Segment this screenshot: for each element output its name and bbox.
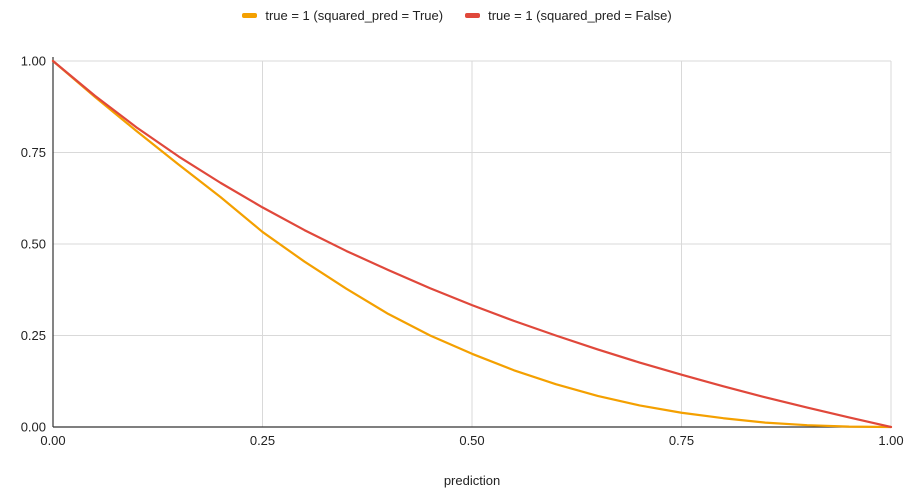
x-axis-label: prediction [444,473,500,488]
legend-swatch-squared-false [465,13,481,18]
y-tick-label: 0.75 [21,145,46,160]
tick-labels: 0.00 0.25 0.50 0.75 1.00 0.00 0.25 0.50 0.75 1.00 [21,54,904,449]
legend-item-squared-true[interactable]: true = 1 (squared_pred = True) [242,8,443,23]
legend-swatch-squared-true [242,13,258,18]
x-tick-label: 0.75 [669,433,694,448]
x-tick-label: 0.50 [459,433,484,448]
y-tick-label: 0.00 [21,420,46,435]
y-tick-label: 1.00 [21,54,46,69]
series-lines [51,59,893,429]
legend-label-squared-false: true = 1 (squared_pred = False) [488,8,672,23]
series-line-squared-true [51,59,893,429]
y-tick-label: 0.25 [21,328,46,343]
y-tick-label: 0.50 [21,237,46,252]
x-tick-label: 0.25 [250,433,275,448]
legend-item-squared-false[interactable]: true = 1 (squared_pred = False) [465,8,672,23]
legend-label-squared-true: true = 1 (squared_pred = True) [265,8,444,23]
x-tick-label: 1.00 [878,433,903,448]
series-line-squared-false [51,59,893,429]
x-tick-label: 0.00 [40,433,65,448]
chart-legend: true = 1 (squared_pred = True) true = 1 … [0,8,914,23]
grid-lines [53,60,892,427]
axes [52,57,891,428]
